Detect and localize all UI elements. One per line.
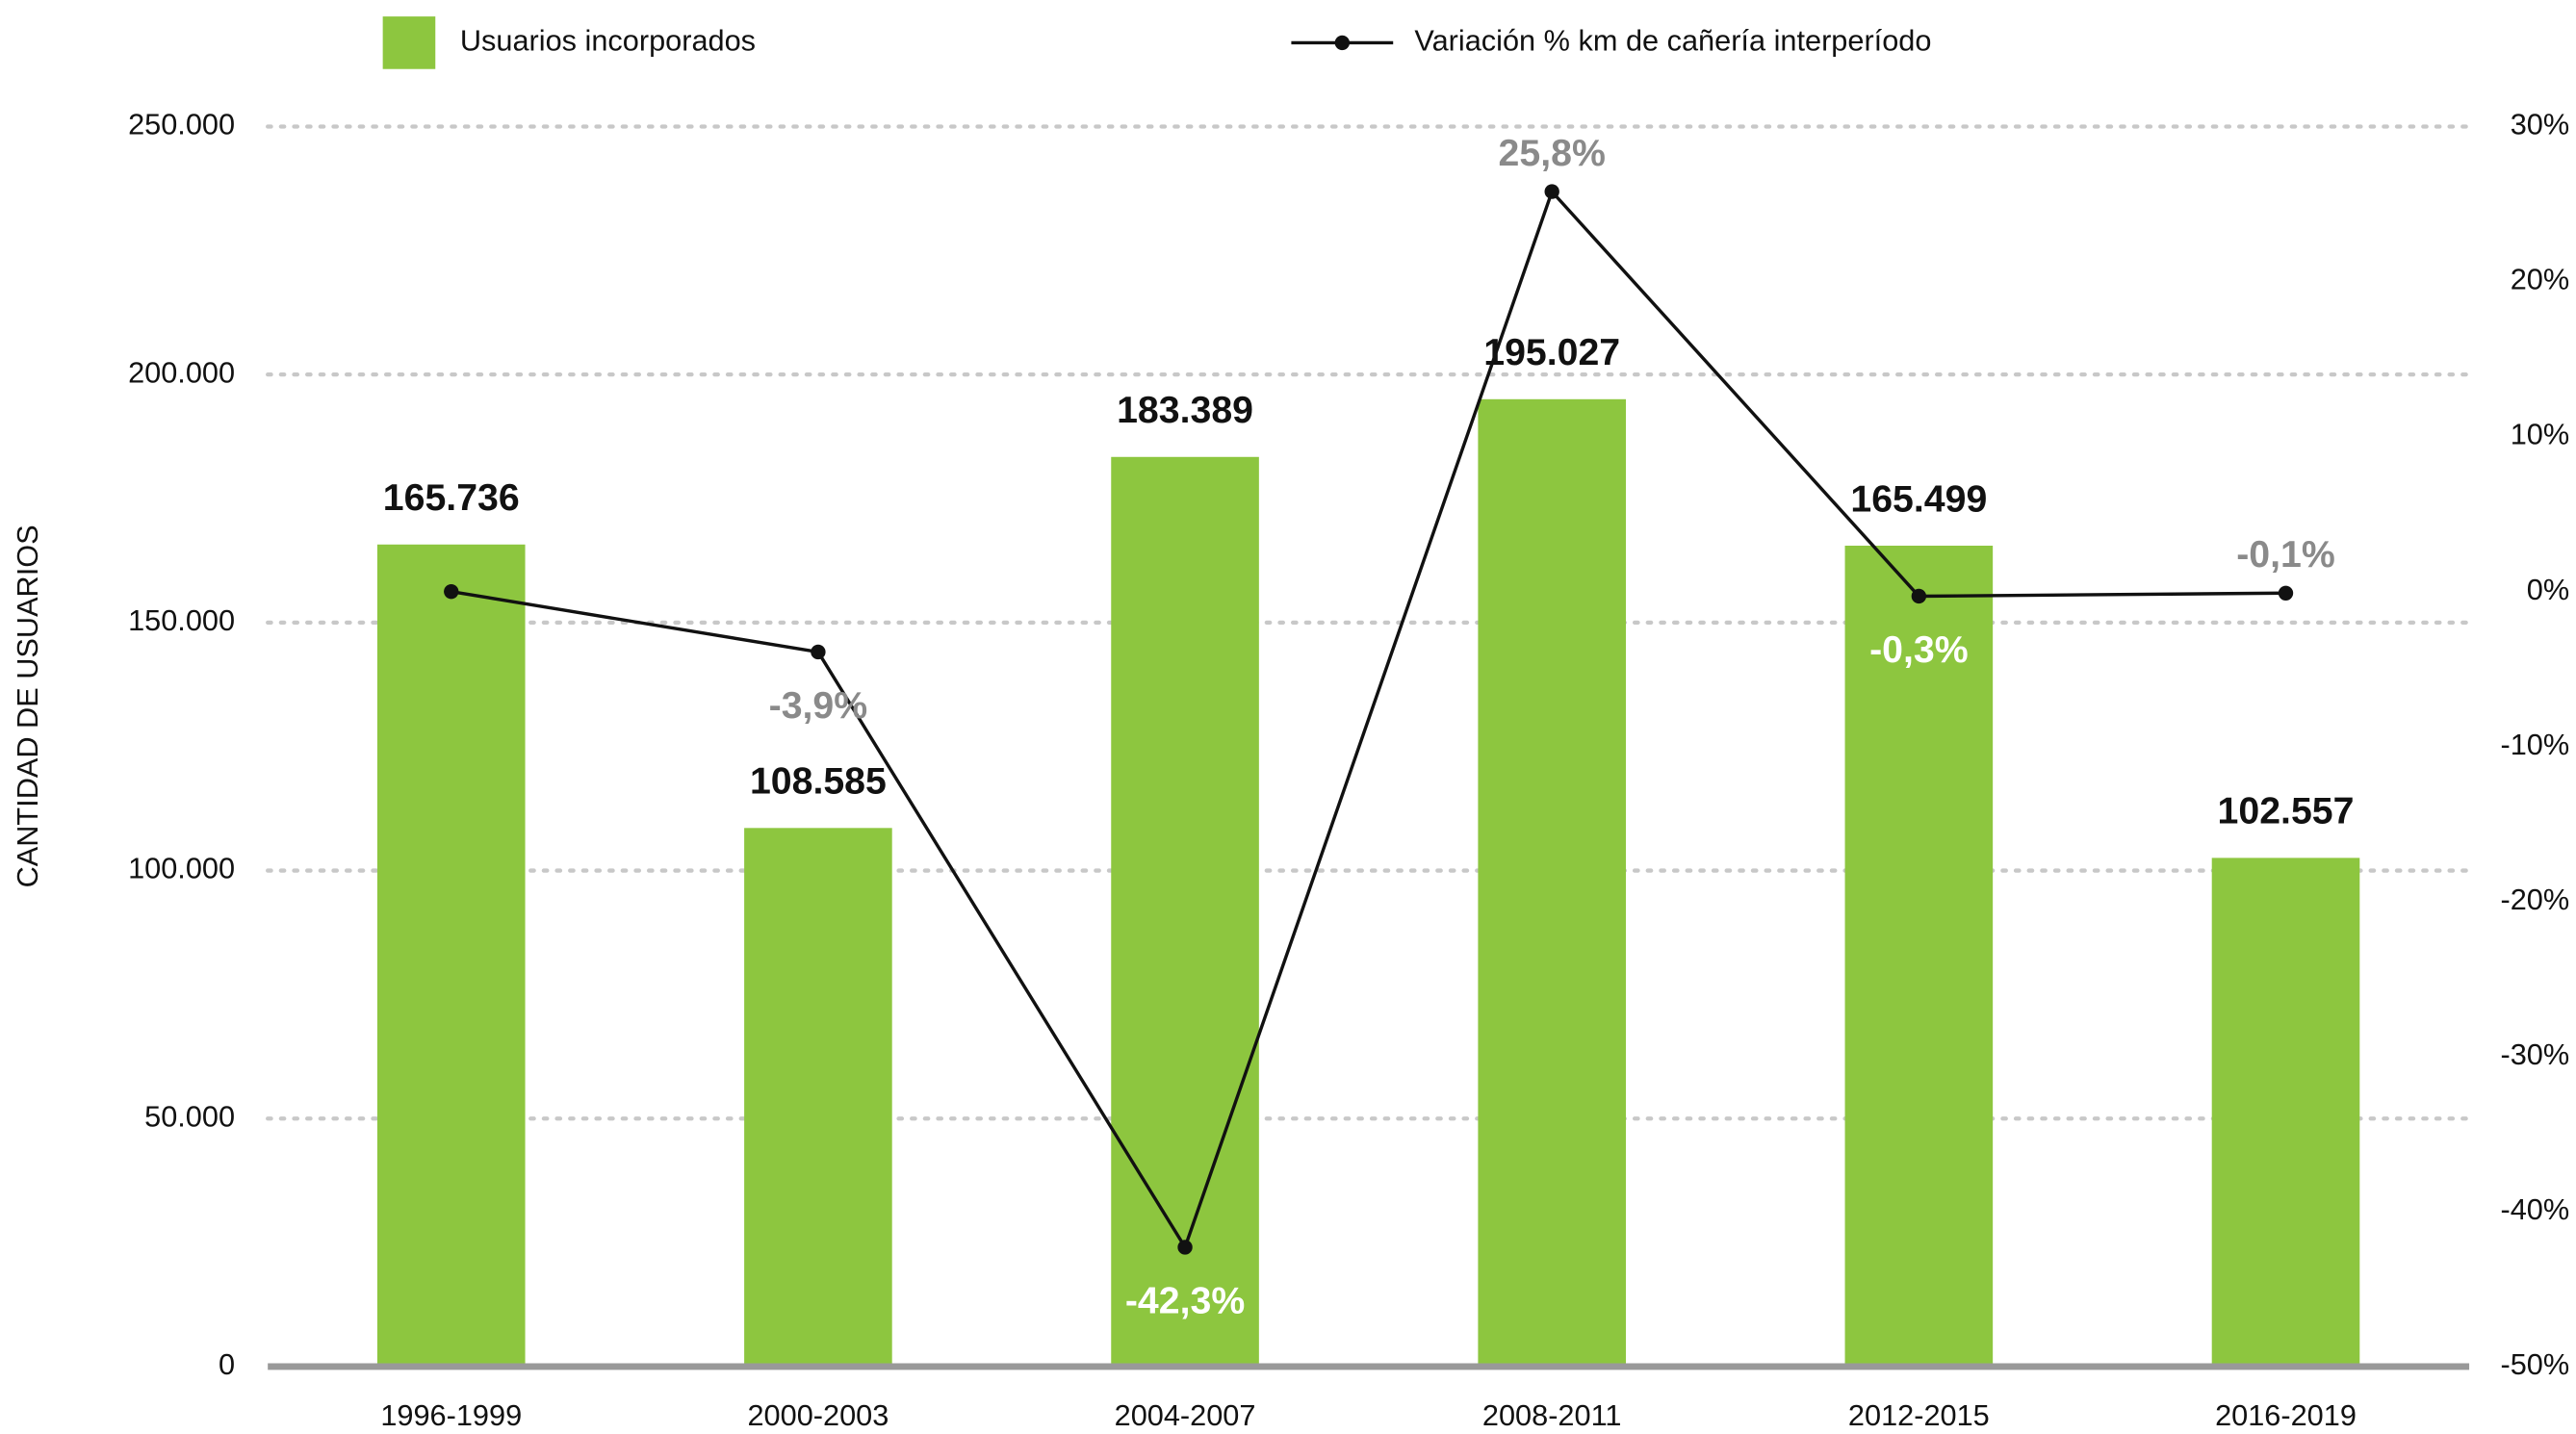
- y2-tick-label: 30%: [2511, 108, 2569, 141]
- line-value-label: -0,3%: [1869, 628, 1969, 671]
- x-tick-label: 1996-1999: [380, 1398, 522, 1432]
- line-point: [444, 583, 459, 600]
- y-tick-label: 100.000: [128, 852, 235, 885]
- x-tick-label: 2016-2019: [2215, 1398, 2357, 1432]
- bar-value-label: 108.585: [750, 760, 887, 803]
- x-tick-label: 2000-2003: [747, 1398, 889, 1432]
- bar: [1111, 456, 1259, 1367]
- bar: [1844, 545, 1994, 1367]
- line-point: [1911, 588, 1927, 604]
- x-tick-label: 2004-2007: [1115, 1398, 1256, 1432]
- bar: [1478, 398, 1626, 1367]
- y2-tick-label: -30%: [2500, 1037, 2569, 1071]
- bar-value-label: 102.557: [2218, 790, 2355, 832]
- line-value-label: -42,3%: [1125, 1279, 1245, 1321]
- line-value-label: -3,9%: [769, 684, 868, 727]
- bar-value-label: 165.499: [1850, 477, 1987, 520]
- y-tick-label: 250.000: [128, 108, 235, 141]
- y2-tick-label: 20%: [2511, 263, 2569, 296]
- y2-tick-label: -10%: [2500, 728, 2569, 761]
- bar-value-label: 195.027: [1483, 331, 1620, 373]
- x-tick-label: 2008-2011: [1482, 1398, 1622, 1432]
- y2-tick-label: -40%: [2500, 1192, 2569, 1226]
- line-point: [1177, 1240, 1193, 1255]
- line-point: [811, 644, 826, 660]
- y2-tick-label: 0%: [2527, 573, 2569, 606]
- bar: [376, 544, 526, 1367]
- y-tick-label: 50.000: [144, 1099, 235, 1133]
- y2-tick-label: -50%: [2500, 1347, 2569, 1381]
- bar-value-label: 165.736: [383, 476, 520, 519]
- legend-label: Variación % km de cañería interperíodo: [1414, 24, 1931, 58]
- legend-label: Usuarios incorporados: [460, 24, 756, 58]
- bar: [744, 828, 892, 1367]
- legend-point: [1334, 35, 1350, 51]
- line-point: [1544, 184, 1559, 199]
- y-axis-title: CANTIDAD DE USUARIOS: [11, 525, 44, 887]
- legend-swatch: [382, 16, 436, 69]
- line-value-label: 25,8%: [1499, 132, 1606, 174]
- line: [451, 188, 2286, 1251]
- bar: [2211, 858, 2360, 1367]
- bar-value-label: 183.389: [1117, 389, 1253, 431]
- line-value-label: -0,1%: [2236, 533, 2335, 576]
- line-point: [2278, 585, 2294, 601]
- y-tick-label: 150.000: [128, 603, 235, 637]
- y-tick-label: 200.000: [128, 355, 235, 389]
- x-tick-label: 2012-2015: [1848, 1398, 1990, 1432]
- y2-tick-label: 10%: [2511, 418, 2569, 451]
- y2-tick-label: -20%: [2500, 883, 2569, 916]
- y-tick-label: 0: [219, 1347, 235, 1381]
